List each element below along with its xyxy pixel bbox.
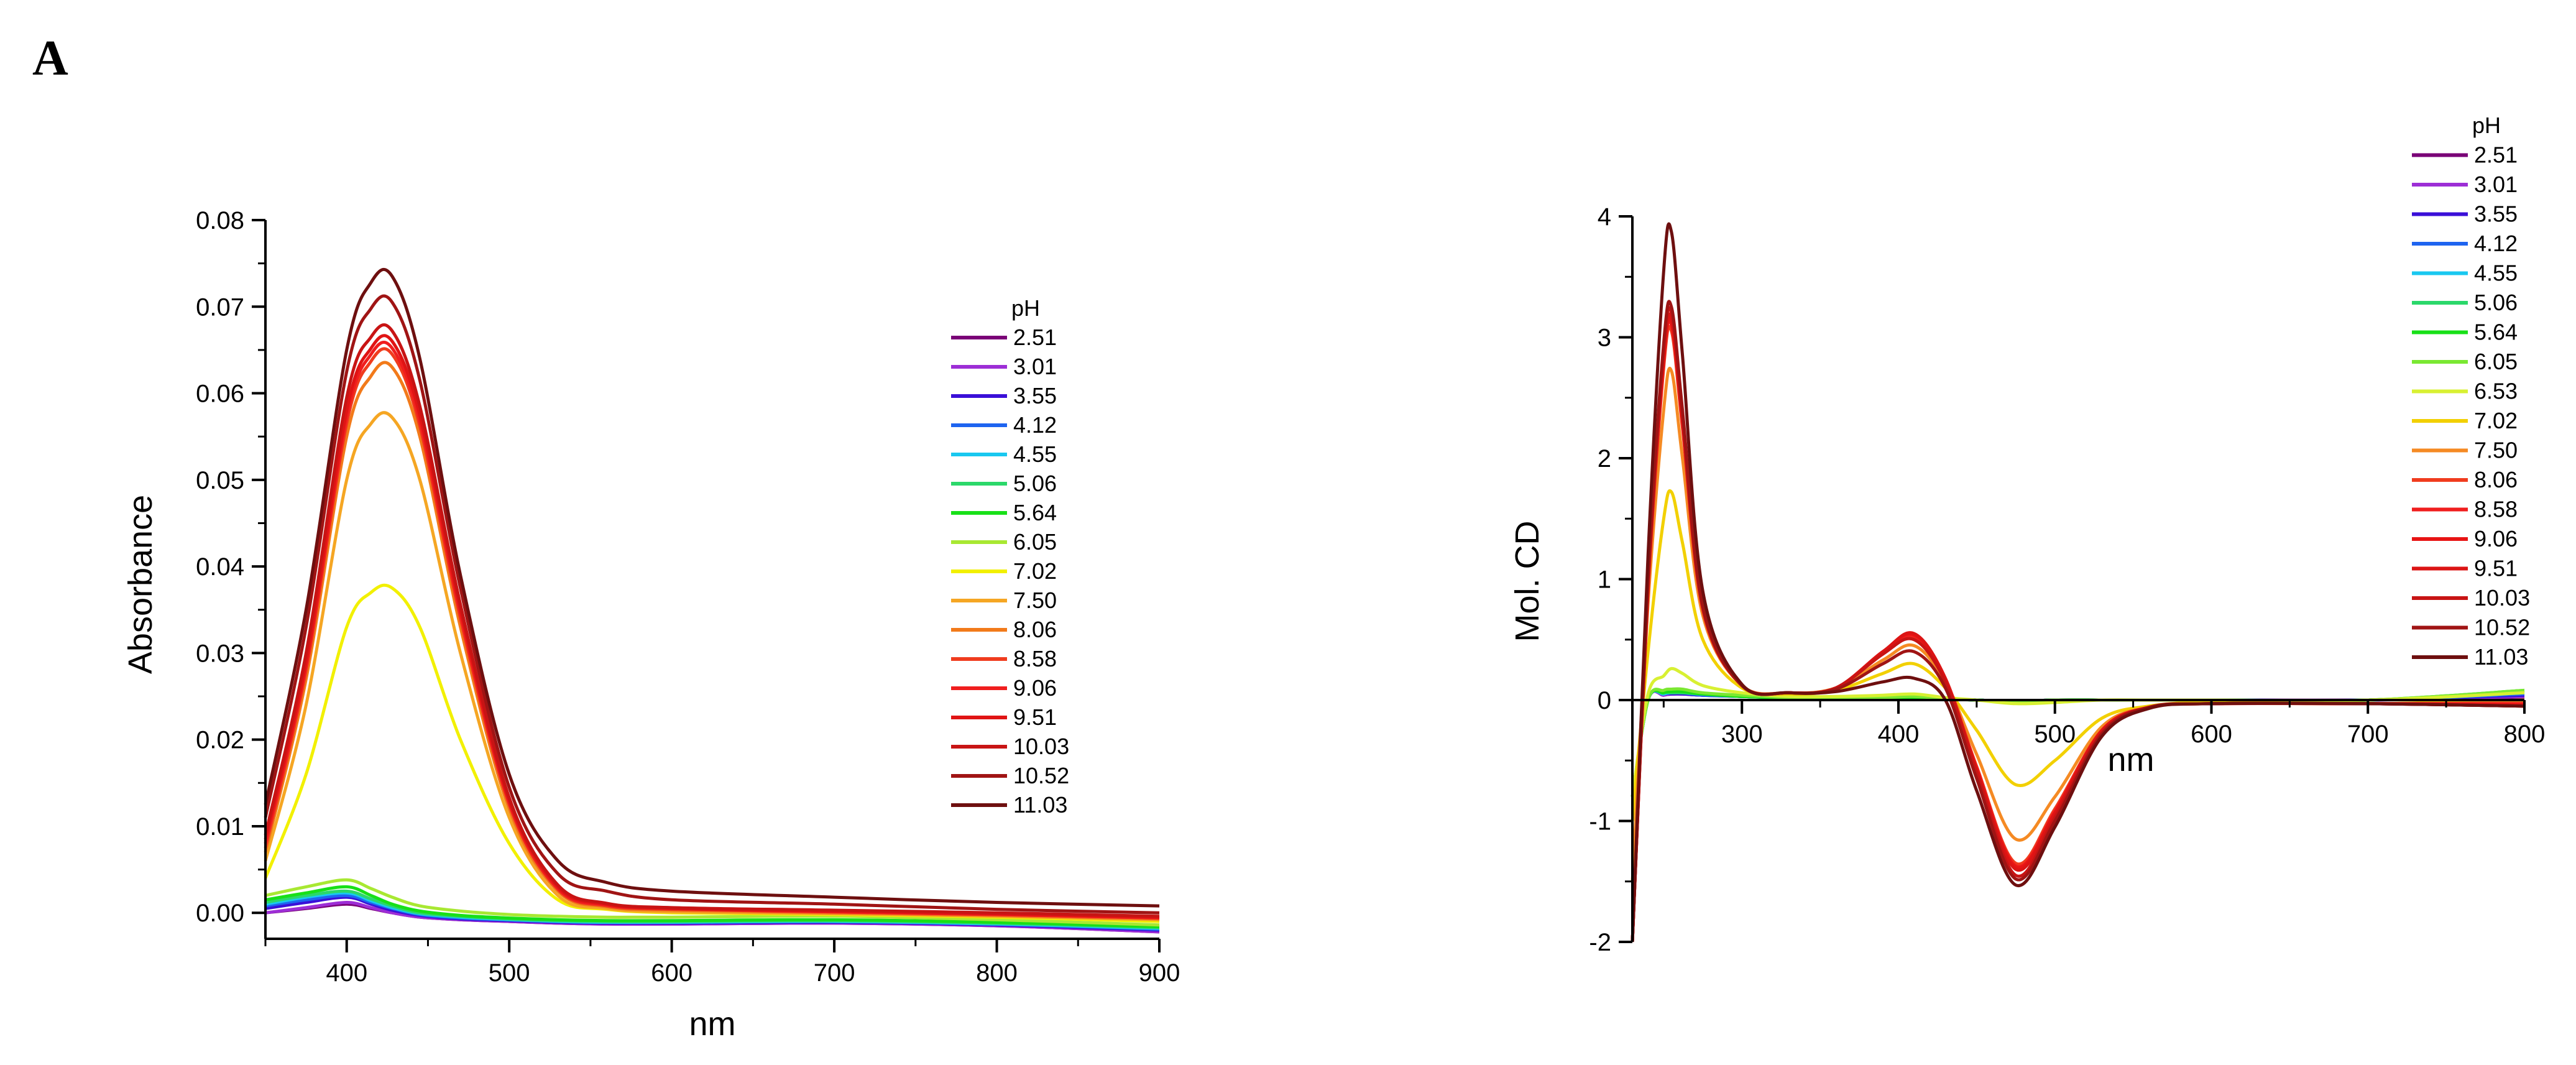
legend-title: pH xyxy=(1011,295,1040,321)
x-tick-label: 300 xyxy=(1721,721,1763,748)
legend-label: 6.05 xyxy=(2474,349,2518,374)
y-tick-label: 4 xyxy=(1598,203,1611,231)
legend-label: 7.02 xyxy=(1013,558,1057,584)
legend-label: 10.03 xyxy=(1013,734,1069,759)
y-tick-label: 0.04 xyxy=(196,553,244,581)
legend-label: 4.12 xyxy=(2474,231,2518,256)
absorbance-chart: 0.00 0.01 0.02 0.03 0.04 0.05 0.06 0.07 0.08 400 5… xyxy=(122,207,1180,1043)
y-tick-label: 0.08 xyxy=(196,207,244,234)
y-tick-label: 0.05 xyxy=(196,467,244,494)
legend-label: 9.51 xyxy=(2474,556,2518,581)
legend-label: 7.50 xyxy=(1013,588,1057,613)
y-axis-title: Absorbance xyxy=(122,495,159,674)
y-tick-label: 1 xyxy=(1598,566,1611,594)
legend-label: 8.06 xyxy=(1013,617,1057,642)
legend-label: 6.05 xyxy=(1013,529,1057,555)
x-tick-label: 600 xyxy=(651,959,692,987)
legend-label: 3.55 xyxy=(2474,201,2518,227)
legend-label: 2.51 xyxy=(2474,142,2518,168)
y-tick-label: 0 xyxy=(1598,687,1611,714)
legend-label: 5.06 xyxy=(1013,471,1057,496)
y-tick-label: 0.02 xyxy=(196,727,244,754)
y-tick-label: -2 xyxy=(1589,929,1611,956)
legend-label: 7.02 xyxy=(2474,408,2518,433)
legend-label: 8.06 xyxy=(2474,467,2518,492)
x-tick-label: 900 xyxy=(1139,959,1180,987)
legend-label: 8.58 xyxy=(2474,497,2518,522)
series-line-9.51 xyxy=(1631,312,2525,943)
series-line-10.03 xyxy=(264,323,1160,918)
legend-label: 11.03 xyxy=(1013,792,1067,818)
series-line-11.03 xyxy=(1631,222,2525,943)
y-tick-label: 2 xyxy=(1598,445,1611,473)
series-line-5.64 xyxy=(265,885,1160,928)
x-tick-label: 400 xyxy=(1878,721,1920,748)
legend-label: 3.01 xyxy=(2474,172,2518,197)
legend: pH 2.51 3.01 3.55 4.12 4.55 5.06 5.64 6.05 6.53 7.… xyxy=(2412,113,2530,670)
legend-label: 4.12 xyxy=(1013,412,1057,438)
cd-chart: -2 -1 0 1 2 3 4 300 400 500 600 700 800 nm Mol. CD pH 2.… xyxy=(1509,113,2545,956)
y-tick-label: 0.06 xyxy=(196,380,244,408)
series-line-6.05 xyxy=(265,878,1160,927)
legend-label: 7.50 xyxy=(2474,438,2518,463)
x-tick-label: 600 xyxy=(2191,721,2232,748)
legend-label: 10.52 xyxy=(2474,615,2530,640)
series-line-10.52 xyxy=(264,294,1160,915)
y-tick-label: 3 xyxy=(1598,325,1611,352)
legend: pH 2.51 3.01 3.55 4.12 4.55 5.06 5.64 6.05 7.02 7.… xyxy=(951,295,1069,818)
series-line-10.52 xyxy=(1631,300,2525,943)
y-tick-label: -1 xyxy=(1589,808,1611,836)
x-tick-label: 800 xyxy=(2504,721,2546,748)
legend-label: 3.01 xyxy=(1013,354,1057,379)
legend-label: 9.51 xyxy=(1013,704,1057,730)
legend-label: 2.51 xyxy=(1013,325,1057,350)
legend-label: 6.53 xyxy=(2474,379,2518,404)
panel-label: A xyxy=(32,31,68,86)
y-axis-title: Mol. CD xyxy=(1509,520,1546,642)
y-tick-label: 0.03 xyxy=(196,640,244,667)
legend-label: 9.06 xyxy=(2474,526,2518,551)
series-line-11.03 xyxy=(264,267,1160,908)
legend-label: 11.03 xyxy=(2474,644,2528,670)
legend-title: pH xyxy=(2472,113,2501,138)
x-tick-label: 700 xyxy=(814,959,855,987)
x-axis-title: nm xyxy=(2107,741,2154,778)
y-tick-label: 0.01 xyxy=(196,813,244,841)
legend-label: 9.06 xyxy=(1013,675,1057,701)
y-tick-label: 0.00 xyxy=(196,900,244,927)
legend-label: 5.64 xyxy=(1013,500,1057,525)
legend-label: 3.55 xyxy=(1013,383,1057,408)
x-tick-label: 500 xyxy=(2034,721,2076,748)
y-tick-label: 0.07 xyxy=(196,293,244,321)
legend-label: 10.03 xyxy=(2474,585,2530,611)
x-tick-label: 800 xyxy=(976,959,1018,987)
legend-label: 5.06 xyxy=(2474,290,2518,315)
legend-label: 10.52 xyxy=(1013,763,1069,788)
legend-label: 8.58 xyxy=(1013,646,1057,671)
series-line-9.06 xyxy=(1631,316,2525,943)
series-line-8.58 xyxy=(1631,318,2524,943)
x-tick-label: 400 xyxy=(326,959,367,987)
legend-label: 4.55 xyxy=(1013,441,1057,467)
x-axis-title: nm xyxy=(689,1005,735,1043)
series-line-10.03 xyxy=(1631,306,2525,943)
series-line-8.06 xyxy=(1631,325,2524,943)
legend-label: 4.55 xyxy=(2474,260,2518,286)
x-tick-label: 700 xyxy=(2347,721,2389,748)
x-tick-label: 500 xyxy=(489,959,530,987)
series-line-7.50 xyxy=(1631,367,2525,882)
legend-label: 5.64 xyxy=(2474,320,2518,345)
